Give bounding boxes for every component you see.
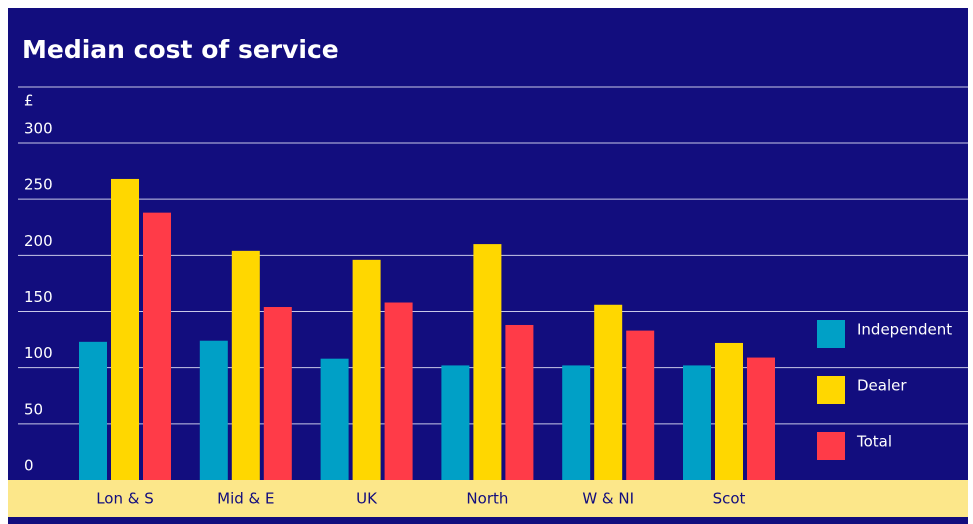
bar (111, 178, 139, 481)
category-band (8, 480, 968, 517)
legend-swatch (817, 432, 845, 460)
bar (352, 259, 381, 480)
bar (562, 365, 591, 480)
bar (143, 212, 171, 480)
bar (505, 324, 534, 480)
legend-swatch (817, 320, 845, 348)
y-tick-label: 50 (24, 400, 43, 418)
bar (441, 365, 470, 480)
x-tick-label: Scot (713, 490, 746, 508)
x-tick-label: W & NI (582, 490, 634, 508)
bar (594, 304, 623, 480)
x-tick-label: Lon & S (96, 490, 154, 508)
y-unit: £ (24, 92, 34, 110)
bar (715, 342, 743, 480)
legend-label: Independent (857, 321, 952, 339)
y-tick-label: 150 (24, 288, 53, 306)
x-tick-label: UK (356, 490, 378, 508)
chart-title: Median cost of service (22, 35, 339, 64)
x-tick-label: North (466, 490, 508, 508)
bar (384, 302, 413, 480)
x-tick-label: Mid & E (217, 490, 274, 508)
y-tick-label: 100 (24, 344, 53, 362)
bar (199, 340, 228, 480)
legend-label: Dealer (857, 377, 907, 395)
legend-swatch (817, 376, 845, 404)
bar (747, 357, 775, 480)
bar (473, 244, 502, 480)
y-tick-label: 300 (24, 120, 53, 138)
bar (626, 330, 655, 480)
y-tick-label: 0 (24, 457, 34, 475)
legend-label: Total (856, 433, 892, 451)
bar (79, 341, 107, 480)
bar (683, 365, 711, 480)
bar (231, 250, 260, 480)
y-tick-label: 200 (24, 232, 53, 250)
bar (320, 358, 349, 480)
y-tick-label: 250 (24, 176, 53, 194)
bar (263, 307, 292, 480)
